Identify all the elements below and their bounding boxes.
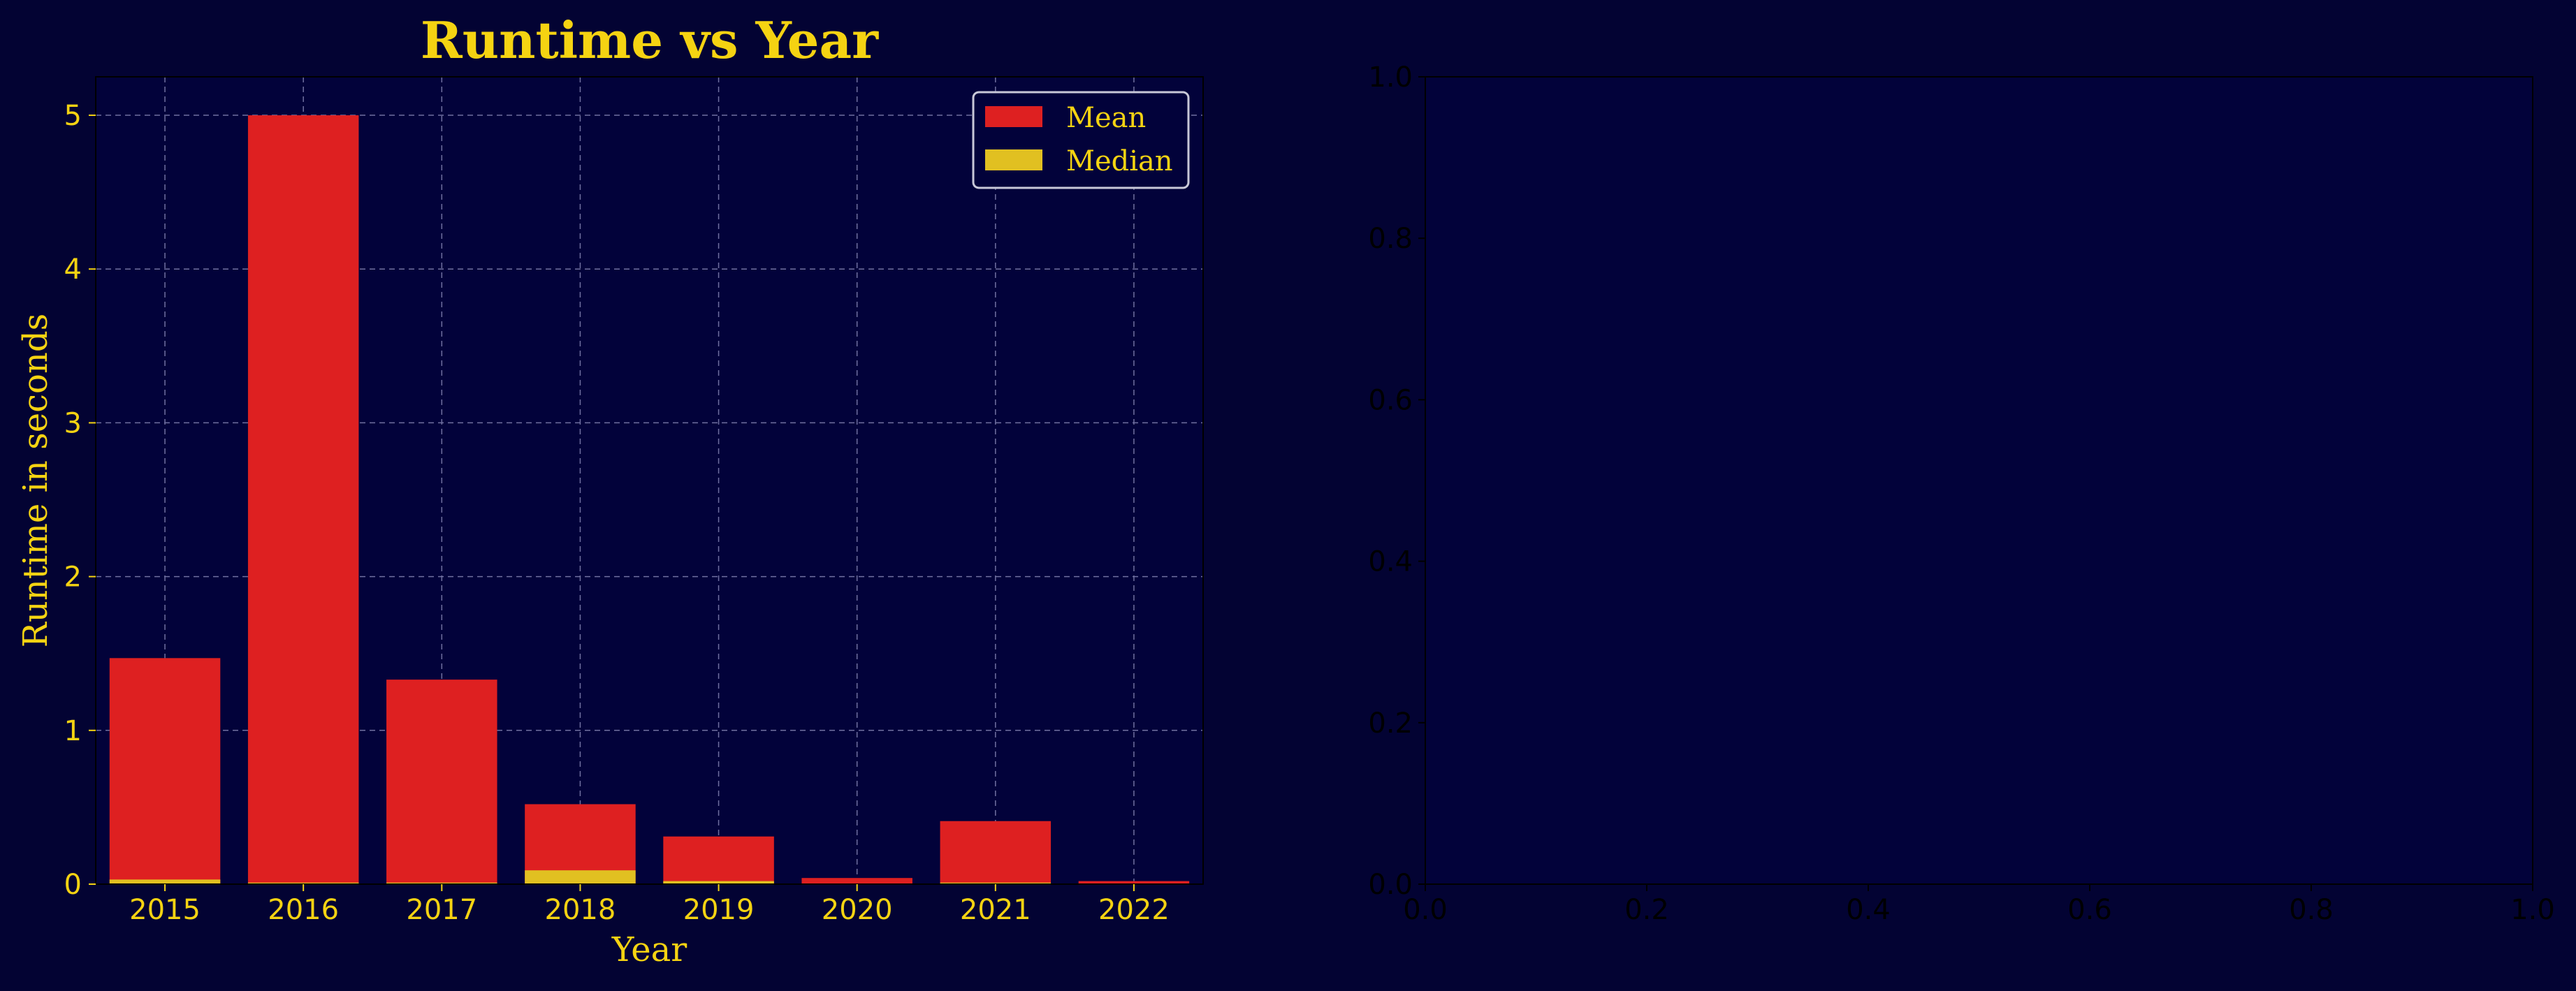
bar-mean-2017	[386, 680, 497, 884]
x-tick-label-2015: 2015	[129, 894, 201, 926]
right-x-tick-label-3: 0.6	[2067, 894, 2112, 926]
right-y-tick-label-5: 1.0	[1368, 61, 1413, 94]
right-y-tick-label-0: 0.0	[1368, 869, 1413, 901]
right-x-ticks: 0.0 0.2 0.4 0.6 0.8 1.0	[1403, 884, 2555, 926]
bar-median-2021	[940, 882, 1051, 884]
y-tick-label-1: 1	[64, 715, 82, 747]
right-x-tick-label-4: 0.8	[2289, 894, 2334, 926]
runtime-bar-chart: 2015 2016 2017 2018 2019 2020 2021 2022 012345 …	[16, 10, 1204, 969]
right-axes-frame	[1425, 76, 2533, 885]
bar-median-2017	[386, 882, 497, 884]
y-tick-label-4: 4	[64, 254, 82, 286]
x-tick-label-2020: 2020	[822, 894, 893, 926]
left-axes-bars	[109, 115, 1190, 885]
chart-title: Runtime vs Year	[421, 10, 879, 70]
bar-median-2018	[525, 870, 636, 884]
x-tick-label-2019: 2019	[683, 894, 755, 926]
right-x-tick-label-1: 0.2	[1624, 894, 1669, 926]
bar-mean-2021	[940, 821, 1051, 884]
y-tick-label-0: 0	[64, 869, 82, 901]
right-x-tick-label-0: 0.0	[1403, 894, 1448, 926]
x-tick-label-2018: 2018	[545, 894, 616, 926]
legend-label-mean: Mean	[1066, 102, 1146, 134]
bar-median-2019	[663, 881, 774, 884]
empty-chart: 0.0 0.2 0.4 0.6 0.8 1.0 0.0 0.2 0.4 0.6 0.8 1.0	[1368, 61, 2554, 926]
legend-swatch-median	[985, 149, 1042, 170]
right-x-tick-label-5: 1.0	[2510, 894, 2555, 926]
y-tick-label-3: 3	[64, 407, 82, 439]
bar-mean-2019	[663, 836, 774, 884]
left-x-ticks: 2015 2016 2017 2018 2019 2020 2021 2022	[129, 884, 1170, 926]
y-tick-label-5: 5	[64, 100, 82, 132]
bar-median-2015	[109, 879, 221, 884]
y-axis-label: Runtime in seconds	[16, 314, 55, 647]
x-tick-label-2016: 2016	[268, 894, 339, 926]
right-y-tick-label-1: 0.2	[1368, 707, 1413, 740]
right-y-tick-label-2: 0.4	[1368, 546, 1413, 578]
right-axes-background	[1425, 77, 2533, 884]
right-y-tick-label-3: 0.6	[1368, 384, 1413, 416]
x-tick-label-2021: 2021	[960, 894, 1031, 926]
bar-mean-2016	[247, 115, 359, 885]
right-y-ticks: 0.0 0.2 0.4 0.6 0.8 1.0	[1368, 61, 1425, 901]
legend: Mean Median	[972, 91, 1190, 189]
left-axes-frame	[95, 76, 1204, 885]
y-tick-label-2: 2	[64, 561, 82, 594]
bar-median-2016	[247, 882, 359, 884]
x-axis-label: Year	[611, 930, 687, 969]
legend-swatch-mean	[985, 106, 1042, 127]
bar-mean-2015	[109, 658, 221, 884]
legend-label-median: Median	[1066, 145, 1173, 177]
x-tick-label-2022: 2022	[1098, 894, 1170, 926]
x-tick-label-2017: 2017	[406, 894, 477, 926]
right-x-tick-label-2: 0.4	[1846, 894, 1891, 926]
left-y-ticks: 0 1 2 3 4 5	[64, 100, 96, 901]
bar-mean-2020	[801, 878, 912, 884]
right-y-tick-label-4: 0.8	[1368, 223, 1413, 255]
bar-mean-2022	[1078, 881, 1190, 884]
